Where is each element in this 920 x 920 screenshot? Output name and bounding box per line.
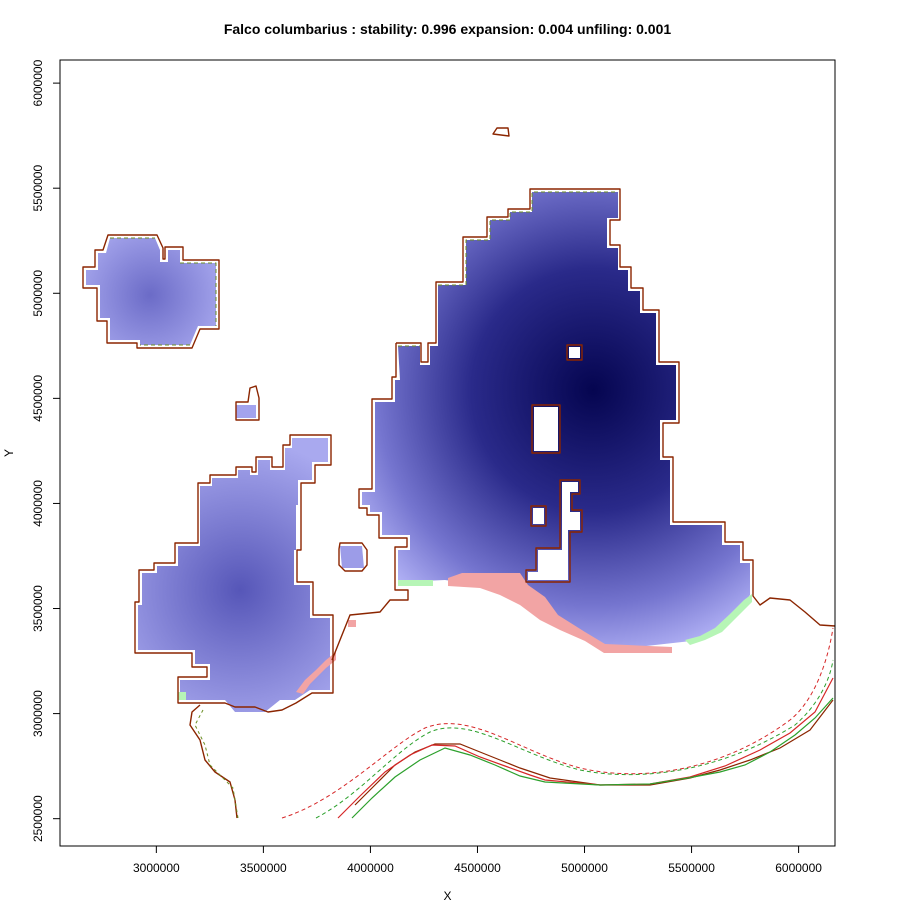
y-tick-label: 6000000	[31, 59, 45, 106]
curve-dashed-green	[315, 659, 834, 819]
unfilling-cell	[348, 620, 356, 627]
curve-solid-brown	[354, 699, 834, 806]
outline-south-coast-inner	[194, 709, 239, 819]
range-outlines	[82, 127, 836, 819]
expansion-cell	[178, 692, 186, 700]
y-tick-label: 3500000	[31, 585, 45, 632]
outline-east-west-coast	[331, 343, 409, 661]
y-tick-label: 2500000	[31, 795, 45, 842]
stable-region-small-island	[340, 546, 364, 568]
outline-northwest-inner	[110, 237, 217, 346]
x-tick-label: 3500000	[240, 861, 287, 875]
outline-east-inner	[398, 191, 618, 347]
outline-tiny-island	[235, 385, 260, 421]
x-tick-label: 6000000	[775, 861, 822, 875]
y-tick-label: 5500000	[31, 165, 45, 212]
y-tick-label: 4000000	[31, 480, 45, 527]
outline-northwest	[82, 234, 220, 349]
unfilling-regions	[296, 573, 672, 694]
outline-hole-small	[566, 344, 583, 361]
curve-dashed-red	[281, 627, 834, 819]
stable-region-northwest	[86, 238, 216, 345]
outline-hole-channel	[525, 479, 583, 583]
unfilling-region-south	[448, 573, 672, 653]
x-tick-label: 4500000	[454, 861, 501, 875]
hole-small	[569, 347, 580, 358]
stable-regions	[86, 192, 750, 712]
expansion-region-east-coast	[685, 594, 752, 645]
x-axis: 3000000 3500000 4000000 4500000 5000000 55000…	[133, 845, 822, 875]
x-tick-label: 5000000	[561, 861, 608, 875]
stable-region-tiny-island	[236, 405, 256, 418]
unfilling-region-west	[296, 652, 336, 694]
outline-small-island	[338, 542, 368, 572]
y-tick-label: 4500000	[31, 375, 45, 422]
x-axis-label: X	[443, 889, 452, 903]
expansion-region-west-coast	[398, 580, 433, 586]
outline-east	[396, 188, 836, 627]
outline-far-north-islet	[492, 127, 510, 137]
curve-solid-red	[337, 677, 834, 819]
y-tick-label: 3000000	[31, 690, 45, 737]
outline-hole-tiny	[530, 505, 547, 527]
hole-channel	[528, 482, 580, 580]
southern-curves	[281, 627, 834, 819]
curve-solid-green	[351, 697, 834, 819]
outline-west	[134, 434, 334, 713]
x-tick-label: 5500000	[668, 861, 715, 875]
hole-large	[534, 407, 558, 451]
outline-hole-large	[531, 404, 561, 454]
outline-south-coast	[189, 704, 238, 819]
y-tick-label: 5000000	[31, 270, 45, 317]
expansion-regions	[178, 580, 752, 700]
x-tick-label: 4000000	[347, 861, 394, 875]
x-tick-label: 3000000	[133, 861, 180, 875]
hole-tiny	[533, 508, 544, 524]
chart-title: Falco columbarius : stability: 0.996 exp…	[223, 21, 672, 37]
y-axis: 2500000 3000000 3500000 4000000 4500000 50000…	[31, 59, 61, 842]
stable-region-west	[138, 438, 330, 712]
